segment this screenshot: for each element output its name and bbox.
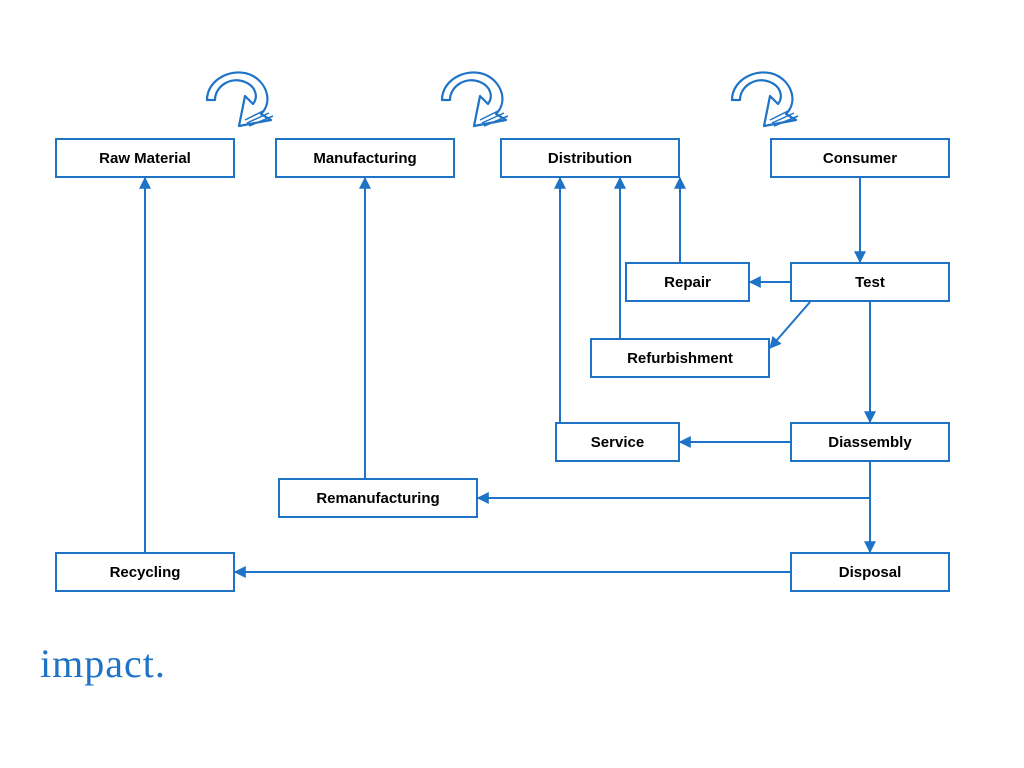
node-repair: Repair — [625, 262, 750, 302]
node-manufacturing: Manufacturing — [275, 138, 455, 178]
node-label: Test — [855, 274, 885, 291]
node-label: Service — [591, 434, 644, 451]
brand-logo: impact. — [40, 640, 166, 687]
node-label: Refurbishment — [627, 350, 733, 367]
node-raw-material: Raw Material — [55, 138, 235, 178]
node-label: Repair — [664, 274, 711, 291]
node-label: Consumer — [823, 150, 897, 167]
curly-arrow-icon — [195, 60, 290, 135]
node-label: Raw Material — [99, 150, 191, 167]
node-remanufacturing: Remanufacturing — [278, 478, 478, 518]
node-label: Remanufacturing — [316, 490, 439, 507]
node-label: Disposal — [839, 564, 902, 581]
curly-arrow-icon — [430, 60, 525, 135]
node-label: Diassembly — [828, 434, 911, 451]
node-label: Manufacturing — [313, 150, 416, 167]
node-refurbishment: Refurbishment — [590, 338, 770, 378]
node-disposal: Disposal — [790, 552, 950, 592]
node-label: Recycling — [110, 564, 181, 581]
node-consumer: Consumer — [770, 138, 950, 178]
node-test: Test — [790, 262, 950, 302]
node-recycling: Recycling — [55, 552, 235, 592]
node-distribution: Distribution — [500, 138, 680, 178]
curly-arrow-icon — [720, 60, 815, 135]
node-label: Distribution — [548, 150, 632, 167]
brand-logo-text: impact. — [40, 641, 166, 686]
node-service: Service — [555, 422, 680, 462]
node-diassembly: Diassembly — [790, 422, 950, 462]
